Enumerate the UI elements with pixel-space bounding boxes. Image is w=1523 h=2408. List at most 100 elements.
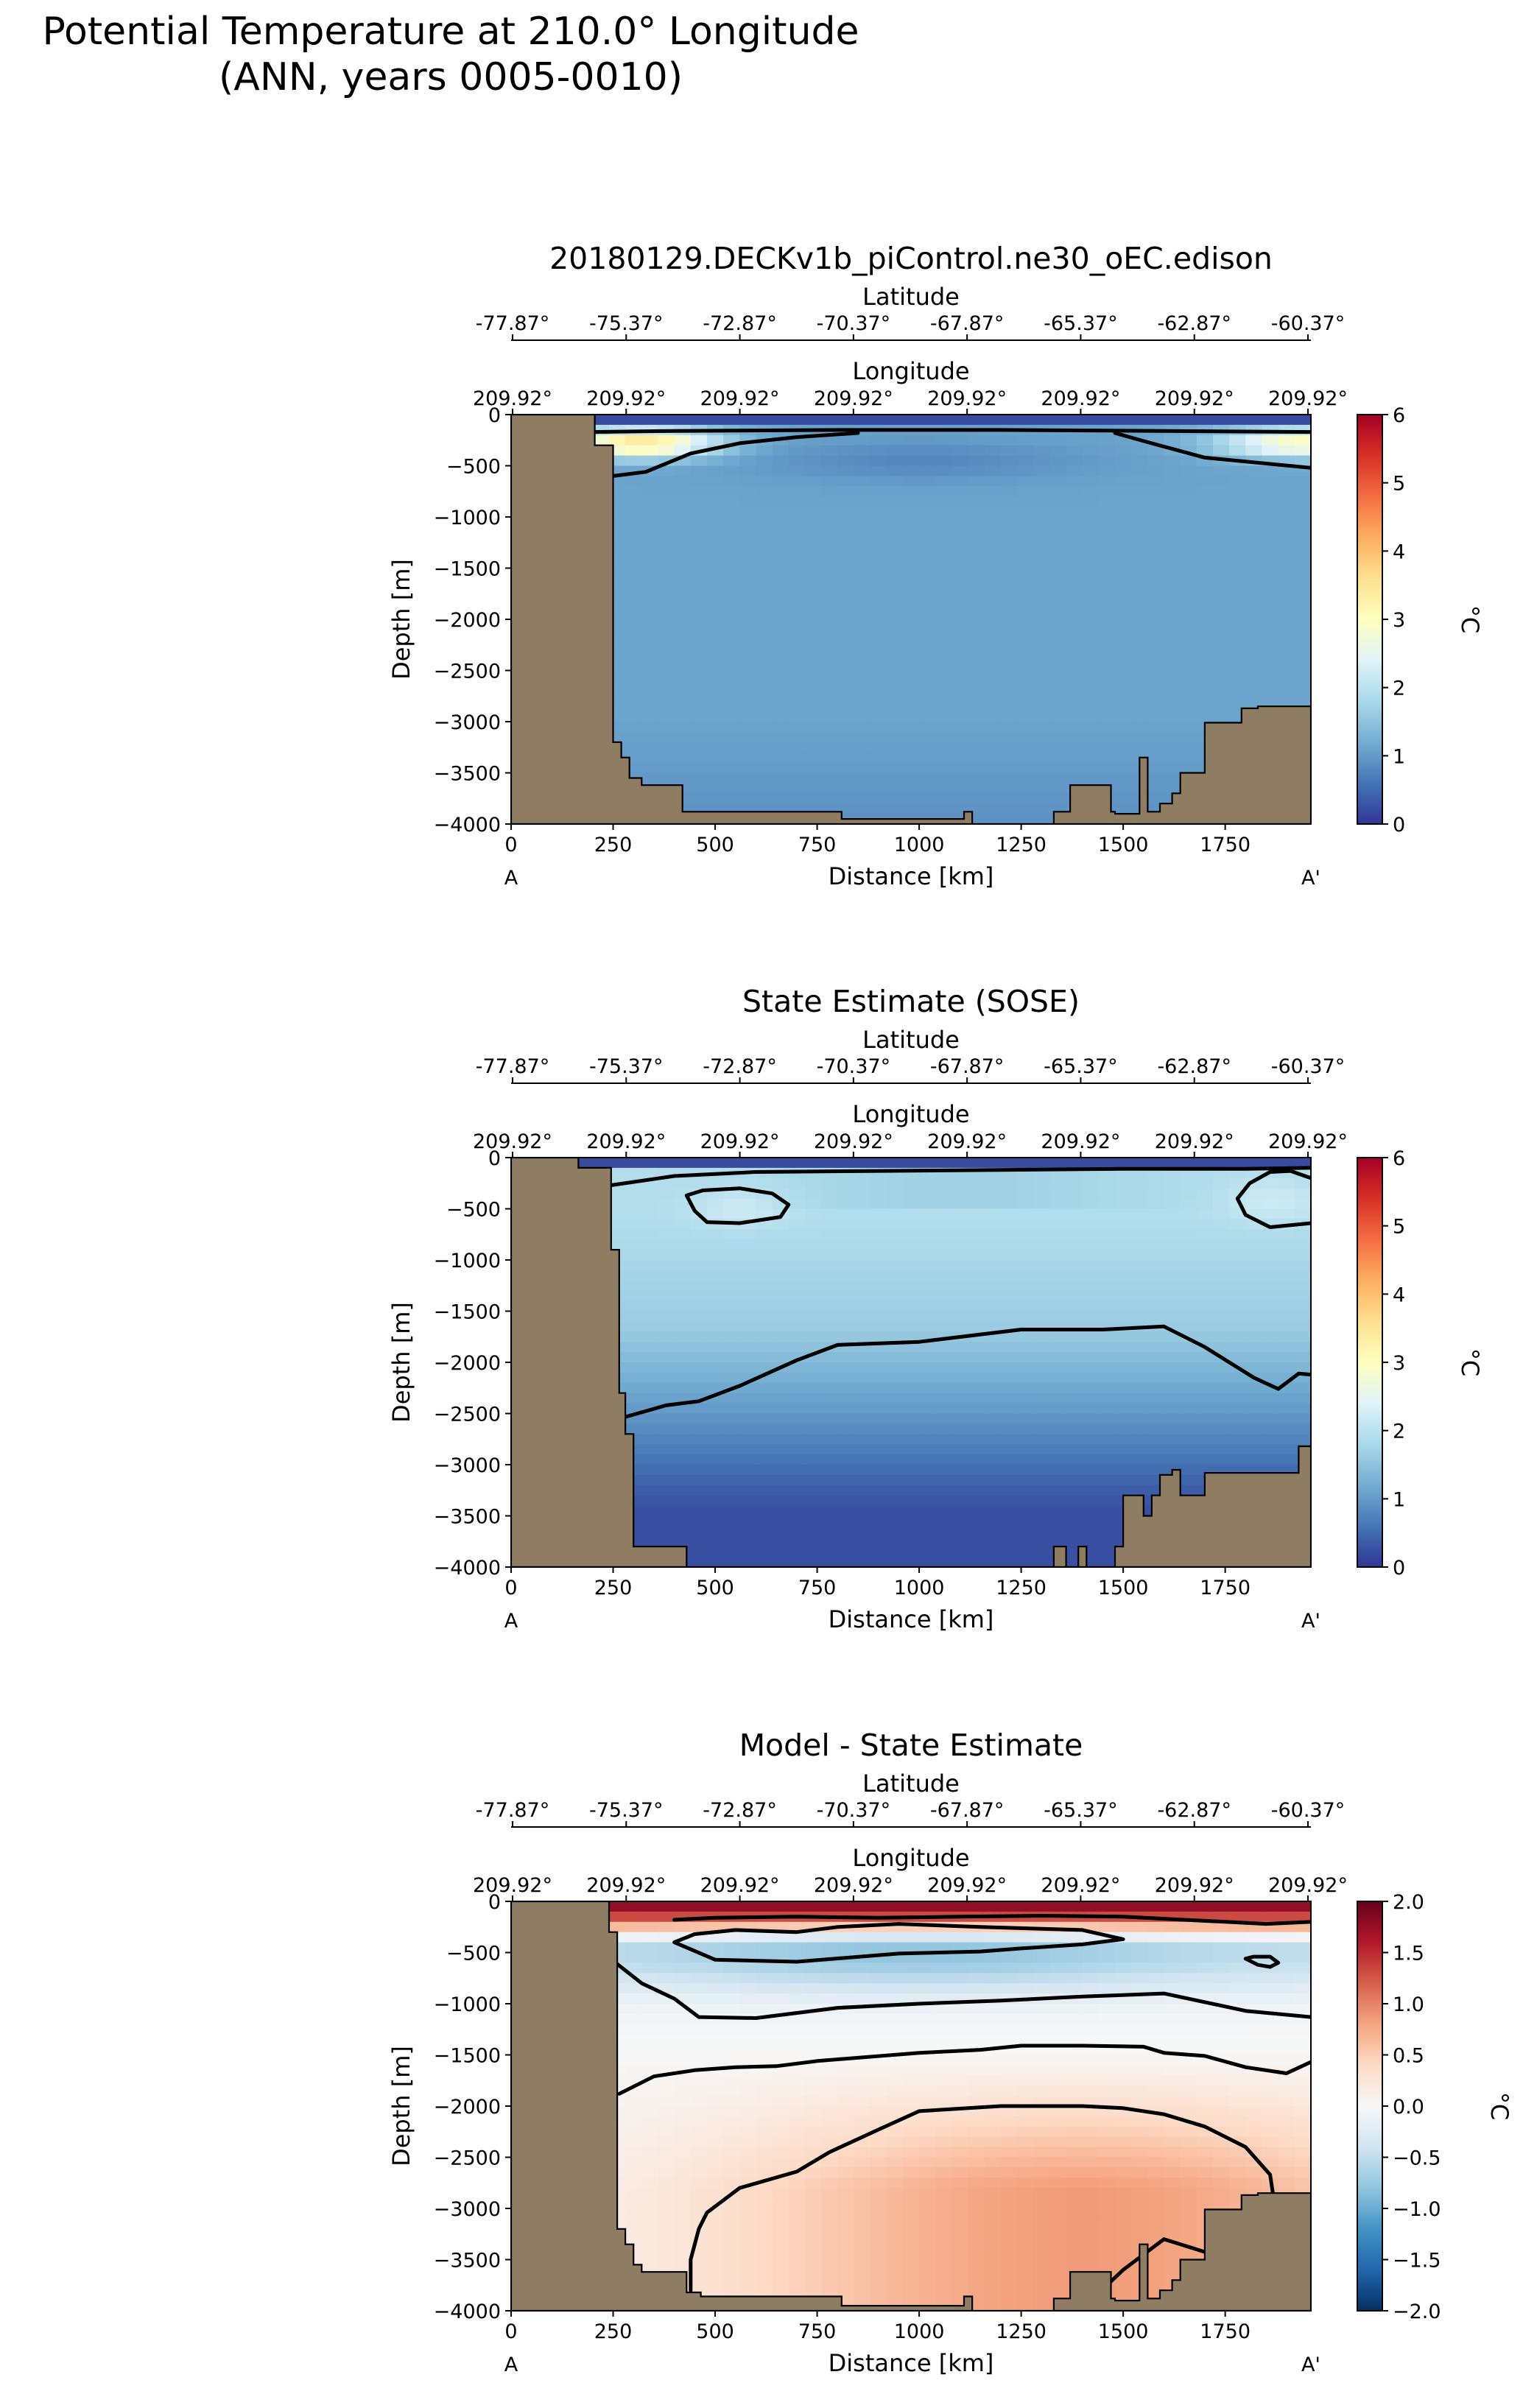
field-cell (984, 445, 1002, 457)
field-cell (1017, 1434, 1035, 1445)
field-cell (952, 1219, 969, 1231)
field-cell (1278, 1311, 1295, 1323)
field-cell (1180, 680, 1197, 692)
field-cell (1098, 1188, 1116, 1200)
field-cell (804, 1485, 822, 1496)
field-cell (674, 2034, 692, 2046)
field-cell (706, 680, 724, 692)
field-cell (788, 619, 806, 630)
field-cell (723, 1444, 741, 1455)
field-cell (837, 1901, 855, 1912)
field-cell (1164, 629, 1181, 641)
field-cell (984, 1434, 1002, 1445)
field-cell (772, 568, 789, 580)
field-cell (1017, 486, 1035, 497)
field-cell (1098, 1423, 1116, 1435)
field-cell (625, 1321, 643, 1333)
longitude-axis-label: Longitude (852, 1100, 969, 1128)
field-cell (674, 2178, 692, 2189)
field-cell (1262, 1444, 1279, 1455)
field-cell (1213, 445, 1230, 457)
field-cell (788, 722, 806, 733)
field-cell (625, 1921, 643, 1933)
field-cell (1066, 1331, 1083, 1342)
field-cell (1049, 455, 1067, 467)
field-cell (625, 711, 643, 722)
field-cell (772, 1311, 789, 1323)
field-cell (772, 2096, 789, 2107)
field-cell (723, 2075, 741, 2086)
field-cell (886, 1485, 904, 1496)
field-cell (919, 1372, 937, 1384)
field-cell (625, 1382, 643, 1394)
field-cell (756, 2126, 773, 2138)
field-cell (1017, 455, 1035, 467)
field-cell (1000, 1260, 1018, 1271)
field-cell (902, 1465, 920, 1476)
field-cell (1196, 1239, 1214, 1250)
field-cell (674, 2075, 692, 2086)
field-cell (1000, 527, 1018, 538)
field-cell (984, 1423, 1002, 1435)
field-cell (706, 2126, 724, 2138)
field-cell (1115, 1188, 1133, 1200)
field-cell (641, 1952, 659, 1964)
field-cell (1294, 1300, 1311, 1312)
field-cell (886, 660, 904, 672)
field-cell (1213, 434, 1230, 446)
field-cell (788, 1270, 806, 1281)
field-cell (1229, 1229, 1247, 1240)
field-cell (952, 588, 969, 599)
field-cell (1082, 1536, 1100, 1547)
field-cell (658, 445, 675, 457)
x-tick-label: 250 (594, 1577, 633, 1599)
field-cell (756, 1434, 773, 1445)
latitude-axis-label: Latitude (862, 1026, 960, 1054)
field-cell (1066, 568, 1083, 580)
field-cell (870, 1188, 887, 1200)
field-cell (1196, 629, 1214, 641)
field-cell (756, 2147, 773, 2158)
field-cell (1082, 1434, 1100, 1445)
field-cell (641, 742, 659, 753)
field-cell (674, 752, 692, 764)
field-cell (739, 537, 757, 549)
field-cell (1180, 1393, 1197, 1404)
field-cell (1082, 507, 1100, 518)
field-cell (870, 772, 887, 784)
field-cell (821, 1311, 839, 1323)
field-cell (968, 455, 985, 467)
field-cell (804, 2096, 822, 2107)
field-cell (1213, 1198, 1230, 1210)
field-cell (1082, 649, 1100, 661)
field-cell (1033, 731, 1051, 743)
field-cell (1294, 1352, 1311, 1363)
field-cell (674, 639, 692, 651)
field-cell (968, 1393, 985, 1404)
field-cell (1294, 1413, 1311, 1425)
field-cell (690, 2055, 708, 2066)
field-cell (984, 1198, 1002, 1210)
latitude-axis-label: Latitude (862, 283, 960, 311)
field-cell (625, 1393, 643, 1404)
field-cell (1213, 1311, 1230, 1323)
field-cell (1131, 1270, 1149, 1281)
field-cell (1131, 1413, 1149, 1425)
field-cell (1262, 434, 1279, 446)
field-cell (674, 2055, 692, 2066)
field-cell (952, 1352, 969, 1363)
field-cell (935, 803, 953, 814)
field-cell (1196, 496, 1214, 507)
field-cell (1115, 415, 1133, 426)
field-cell (1000, 1219, 1018, 1231)
field-cell (1049, 1362, 1067, 1373)
field-cell (984, 465, 1002, 477)
field-cell (804, 2013, 822, 2025)
field-cell (706, 2157, 724, 2169)
field-cell (690, 1557, 708, 1567)
field-cell (968, 1198, 985, 1210)
field-cell (1245, 1177, 1263, 1189)
field-cell (1000, 660, 1018, 672)
field-cell (1180, 691, 1197, 702)
field-cell (952, 1403, 969, 1415)
